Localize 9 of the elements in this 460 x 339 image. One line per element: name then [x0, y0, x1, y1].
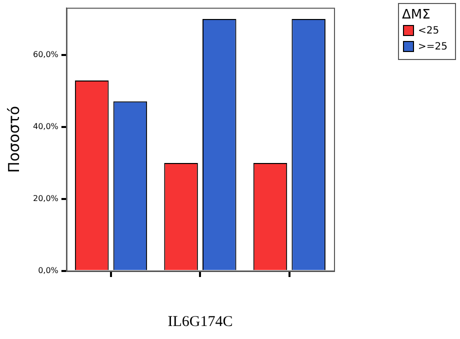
y-tick-label: 60,0%	[32, 50, 59, 60]
y-axis-title: Ποσοστό	[4, 106, 23, 173]
y-tick-label: 0,0%	[38, 266, 59, 276]
y-tick-label: 40,0%	[32, 122, 59, 132]
y-tick-label: 20,0%	[32, 194, 59, 204]
legend-label: <25	[418, 26, 440, 37]
legend-label: >=25	[418, 42, 448, 53]
x-axis-title: IL6G174C	[168, 314, 233, 330]
legend-title: ΔΜΣ	[402, 7, 430, 22]
